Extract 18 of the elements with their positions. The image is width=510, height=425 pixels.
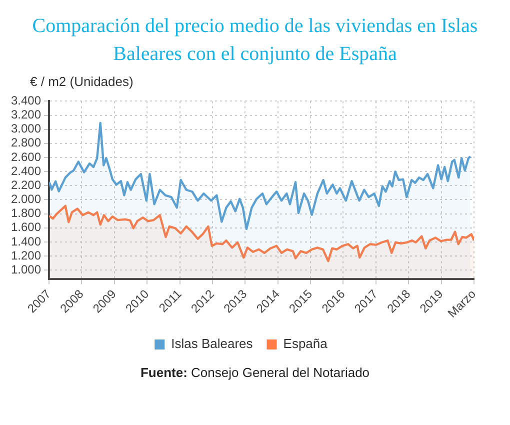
y-tick-label: 1.600: [11, 220, 42, 234]
y-tick-label: 3.000: [11, 122, 42, 136]
y-tick-label: 2.600: [11, 150, 42, 164]
y-tick-label: 3.200: [11, 108, 42, 122]
y-tick-label: 1.800: [11, 206, 42, 220]
chart-title: Comparación del precio medio de las viviendas en Islas Baleares con el conjunto de España: [31, 14, 479, 67]
y-tick-label: 2.800: [11, 136, 42, 150]
y-tick-label: 2.200: [11, 178, 42, 192]
legend-label: España: [283, 336, 328, 352]
y-tick-label: 1.200: [11, 248, 42, 262]
source-note: Fuente: Consejo General del Notariado: [140, 365, 370, 380]
y-tick-label: 2.400: [11, 164, 42, 178]
y-tick-label: 3.400: [11, 94, 42, 108]
y-tick-label: 1.000: [11, 262, 42, 276]
y-tick-label: 1.400: [11, 234, 42, 248]
y-axis-title: € / m2 (Unidades): [29, 74, 134, 89]
y-tick-label: 2.000: [11, 192, 42, 206]
legend-label: Islas Baleares: [171, 336, 254, 352]
